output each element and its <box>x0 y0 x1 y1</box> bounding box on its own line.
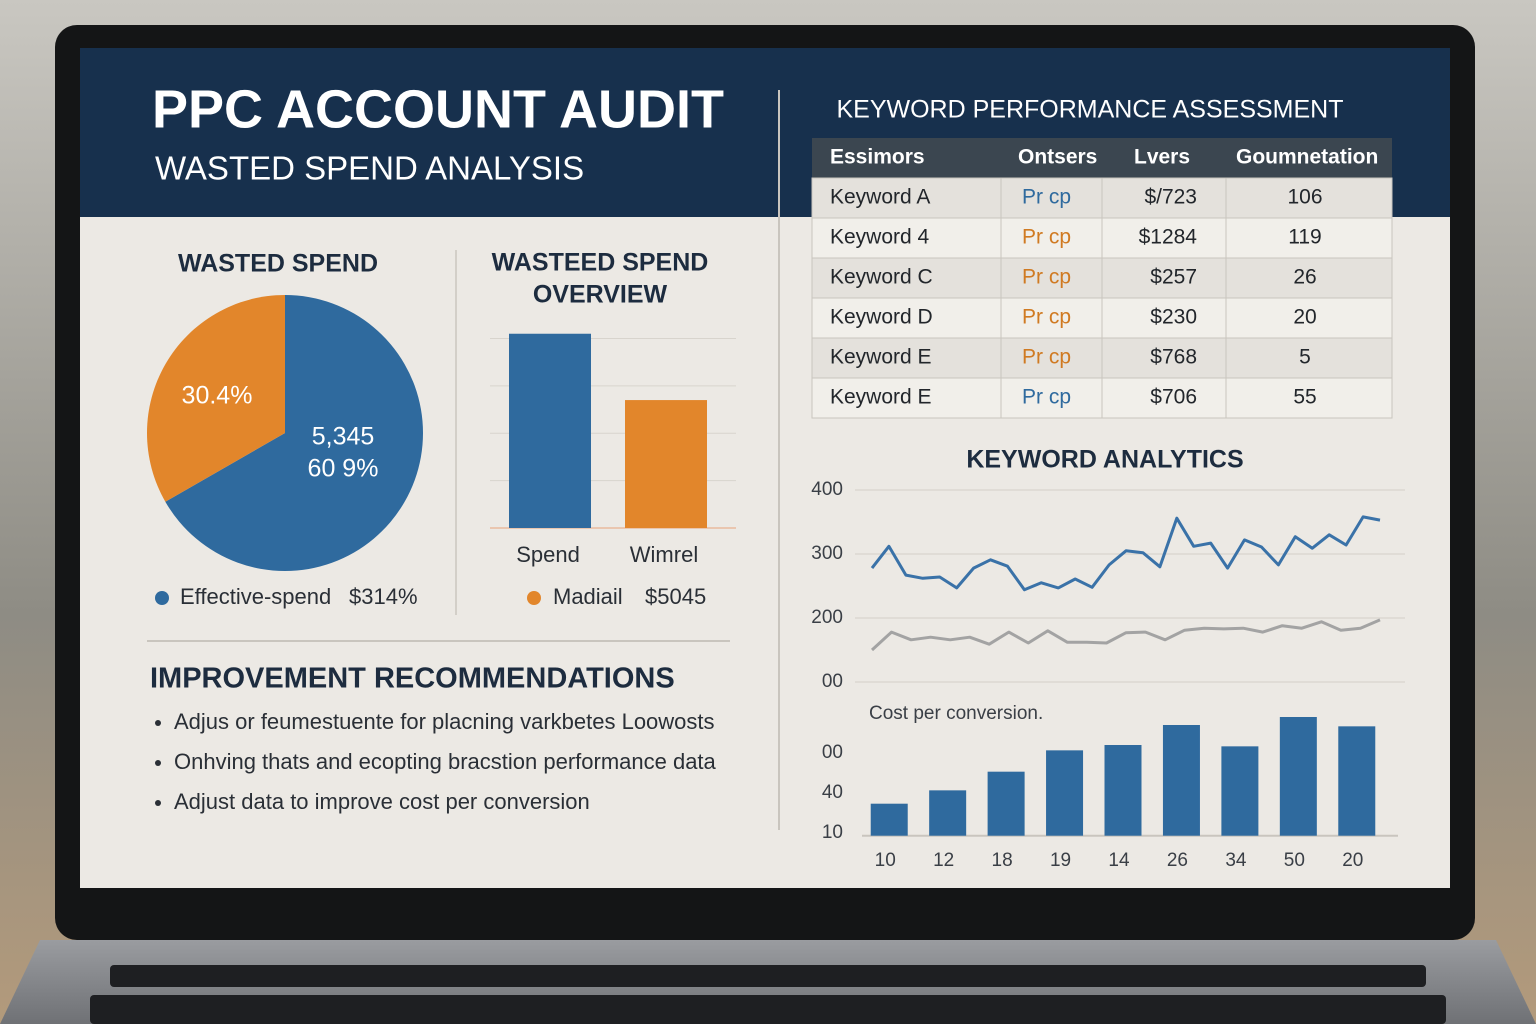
y-tick-label: 40 <box>822 782 843 803</box>
table-cell: Keyword A <box>830 186 930 209</box>
table-cell: 26 <box>1293 266 1316 289</box>
y-tick-label: 200 <box>811 607 843 628</box>
table-cell: Pr cp <box>1022 306 1071 329</box>
y-tick-label: 00 <box>822 671 843 692</box>
x-tick-label: 18 <box>992 850 1013 871</box>
recommendation: Adjust data to improve cost per conversi… <box>174 789 590 814</box>
column-header: Lvers <box>1134 146 1190 169</box>
table-cell: $1284 <box>1139 226 1198 249</box>
table-cell: Pr cp <box>1022 386 1071 409</box>
x-tick-label: 19 <box>1050 850 1071 871</box>
bar <box>870 803 908 836</box>
pie-slice <box>146 295 285 502</box>
x-tick-label: 20 <box>1342 850 1363 871</box>
table-cell: $/723 <box>1144 186 1197 209</box>
x-tick-label: 10 <box>875 850 896 871</box>
table-cell: 20 <box>1293 306 1316 329</box>
column-header: Ontsers <box>1018 146 1097 169</box>
x-tick-label: Wimrel <box>630 542 698 567</box>
table-cell: Pr cp <box>1022 266 1071 289</box>
bar <box>509 333 591 528</box>
bar <box>987 771 1025 836</box>
legend-swatch <box>155 591 169 605</box>
pie-slice <box>165 295 424 571</box>
line-series <box>870 618 1381 652</box>
bullet <box>155 800 161 806</box>
bar <box>1162 725 1200 836</box>
recommendation: Adjus or feumestuente for placning varkb… <box>174 709 715 734</box>
column-header: Goumnetation <box>1236 146 1378 169</box>
table-cell: Keyword 4 <box>830 226 930 249</box>
y-tick-label: 10 <box>822 822 843 843</box>
slice-label: 30.4% <box>182 382 253 410</box>
bar <box>1279 717 1317 836</box>
table-cell: Keyword E <box>830 346 932 369</box>
slice-label: 60 9% <box>308 455 379 483</box>
column-header: Essimors <box>830 146 925 169</box>
bar <box>625 400 707 528</box>
bar <box>1338 726 1376 836</box>
content: Essimors Ontsers Lvers Goumnetation Keyword … <box>146 138 1405 871</box>
chart-title: WASTEED SPEND <box>492 249 709 277</box>
bullet <box>155 720 161 726</box>
x-tick-label: 34 <box>1225 850 1247 871</box>
table-cell: Keyword E <box>830 386 932 409</box>
table-cell: Pr cp <box>1022 186 1071 209</box>
table-cell: $706 <box>1150 386 1197 409</box>
table-cell: 55 <box>1293 386 1316 409</box>
table-cell: Keyword C <box>830 266 933 289</box>
chart-title: WASTED SPEND <box>178 250 378 278</box>
line-series <box>870 515 1381 592</box>
table-cell: $230 <box>1150 306 1197 329</box>
table-header-row <box>812 138 1392 178</box>
y-tick-label: 00 <box>822 742 843 763</box>
legend-label: Madiail <box>553 584 623 609</box>
table-cell: Keyword D <box>830 306 933 329</box>
table-cell: $257 <box>1150 266 1197 289</box>
bar <box>929 790 967 836</box>
bullet <box>155 760 161 766</box>
x-tick-label: 12 <box>933 850 954 871</box>
chart-annotation: Cost per conversion. <box>869 703 1043 724</box>
table-cell: 5 <box>1299 346 1311 369</box>
y-tick-label: 300 <box>811 543 843 564</box>
x-tick-label: 50 <box>1284 850 1305 871</box>
legend-note: $5045 <box>645 584 706 609</box>
recommendation: Onhving thats and ecopting bracstion per… <box>174 749 717 774</box>
bar <box>1046 750 1084 836</box>
table-cell: 119 <box>1288 226 1321 249</box>
x-tick-label: Spend <box>516 542 580 567</box>
y-tick-label: 400 <box>811 479 843 500</box>
page-subtitle: WASTED SPEND ANALYSIS <box>155 150 584 187</box>
page-title: PPC ACCOUNT AUDIT <box>152 79 724 139</box>
bar <box>1104 745 1142 836</box>
table-cell: Pr cp <box>1022 226 1071 249</box>
bar <box>1221 746 1259 836</box>
legend-note: $314% <box>349 584 418 609</box>
keyboard-keys <box>90 965 1446 1024</box>
table-cell: Pr cp <box>1022 346 1071 369</box>
legend-label: Effective-spend <box>180 584 331 609</box>
table-title: KEYWORD PERFORMANCE ASSESSMENT <box>836 96 1343 124</box>
legend-swatch <box>527 591 541 605</box>
chart-title: KEYWORD ANALYTICS <box>966 446 1243 474</box>
x-tick-label: 26 <box>1167 850 1188 871</box>
table-cell: $768 <box>1150 346 1197 369</box>
table-cell: 106 <box>1287 186 1322 209</box>
slice-annotation: 5,345 <box>312 423 375 451</box>
chart-title: OVERVIEW <box>533 281 668 309</box>
recommendations-title: IMPROVEMENT RECOMMENDATIONS <box>150 663 675 695</box>
x-tick-label: 14 <box>1108 850 1130 871</box>
